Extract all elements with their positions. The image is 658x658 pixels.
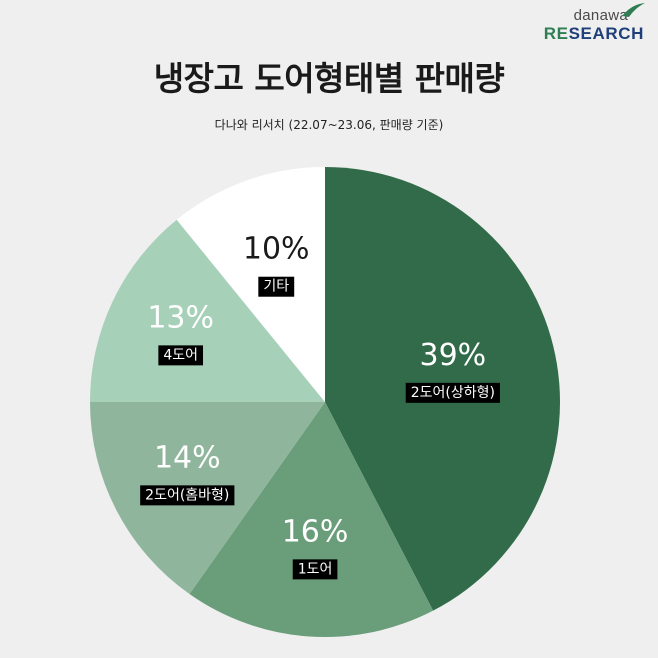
chart-title: 냉장고 도어형태별 판매량 xyxy=(153,59,505,98)
slice-category-label: 1도어 xyxy=(298,561,333,577)
slice-category-label-background xyxy=(405,382,500,403)
slice-percent-label: 10% xyxy=(243,232,310,267)
logo-danawa-text: danawa xyxy=(573,7,628,24)
chart-subtitle: 다나와 리서치 (22.07~23.06, 판매량 기준) xyxy=(214,118,444,132)
slice-label-group-2door-homebar: 14% 2도어(홈바형) xyxy=(140,440,235,506)
slice-category-label: 기타 xyxy=(263,279,289,295)
slice-percent-label: 14% xyxy=(154,440,221,475)
slice-category-label-background xyxy=(258,276,295,297)
danawa-research-logo: danawa RESEARCH xyxy=(543,3,645,43)
logo-research-text: RESEARCH xyxy=(543,24,644,43)
slice-category-label: 4도어 xyxy=(163,347,198,363)
slice-category-label-background xyxy=(140,485,235,506)
slice-category-label-background xyxy=(292,559,338,580)
slice-label-group-4door: 13% 4도어 xyxy=(147,300,214,366)
pie-slice-4door xyxy=(90,219,325,402)
logo-swoosh-icon xyxy=(622,3,645,17)
pie-slice-1door xyxy=(189,402,434,638)
slice-percent-label: 39% xyxy=(420,338,487,373)
slice-category-label-background xyxy=(158,345,204,366)
slice-label-group-2door-topbottom: 39% 2도어(상하형) xyxy=(405,338,500,403)
slice-percent-label: 16% xyxy=(282,514,349,549)
slice-label-group-other: 10% 기타 xyxy=(243,232,310,297)
slice-label-group-1door: 16% 1도어 xyxy=(282,514,349,580)
slice-category-label: 2도어(홈바형) xyxy=(145,487,229,503)
slice-percent-label: 13% xyxy=(147,300,214,335)
slice-category-label: 2도어(상하형) xyxy=(411,385,495,401)
pie-slice-other xyxy=(176,167,325,402)
